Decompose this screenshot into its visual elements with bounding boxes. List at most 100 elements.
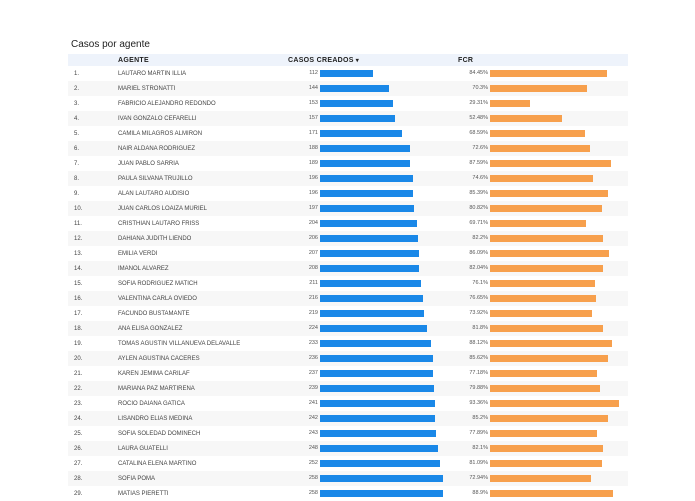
- row-agente: VALENTINA CARLA OVIEDO: [118, 291, 288, 306]
- table-row[interactable]: 10. JUAN CARLOS LOAIZA MURIEL 197 80.82%: [68, 201, 628, 216]
- agente-name: PAULA SILVANA TRUJILLO: [118, 176, 193, 182]
- table-row[interactable]: 8. PAULA SILVANA TRUJILLO 196 74.6%: [68, 171, 628, 186]
- table-row[interactable]: 9. ALAN LAUTARO AUDISIO 196 85.39%: [68, 186, 628, 201]
- agente-name: SOFIA RODRIGUEZ MATICH: [118, 281, 198, 287]
- casos-label: 224: [308, 325, 318, 331]
- row-index: 7.: [68, 156, 118, 171]
- row-casos: 233: [288, 336, 458, 351]
- fcr-bar: [490, 325, 603, 332]
- fcr-label: 85.39%: [469, 190, 488, 196]
- table-row[interactable]: 16. VALENTINA CARLA OVIEDO 216 76.65%: [68, 291, 628, 306]
- agente-name: FACUNDO BUSTAMANTE: [118, 311, 190, 317]
- row-casos: 157: [288, 111, 458, 126]
- casos-label: 258: [308, 490, 318, 496]
- row-index-text: 7.: [74, 161, 80, 167]
- table-row[interactable]: 21. KAREN JEMIMA CARILAF 237 77.18%: [68, 366, 628, 381]
- table-row[interactable]: 14. IMANOL ALVAREZ 208 82.04%: [68, 261, 628, 276]
- agente-name: TOMAS AGUSTIN VILLANUEVA DELAVALLE: [118, 341, 241, 347]
- row-casos: 208: [288, 261, 458, 276]
- sort-descending-icon[interactable]: ▾: [355, 57, 360, 64]
- table-row[interactable]: 13. EMILIA VERDI 207 86.09%: [68, 246, 628, 261]
- row-index-text: 15.: [74, 281, 83, 287]
- row-fcr: 81.8%: [458, 321, 628, 336]
- table-row[interactable]: 28. SOFIA POMA 258 72.94%: [68, 471, 628, 486]
- casos-bar: [320, 385, 434, 392]
- row-agente: ALAN LAUTARO AUDISIO: [118, 186, 288, 201]
- casos-label: 208: [308, 265, 318, 271]
- table-row[interactable]: 19. TOMAS AGUSTIN VILLANUEVA DELAVALLE 233…: [68, 336, 628, 351]
- row-index-text: 6.: [74, 146, 80, 152]
- fcr-label: 87.59%: [469, 160, 488, 166]
- row-index: 15.: [68, 276, 118, 291]
- row-fcr: 70.3%: [458, 81, 628, 96]
- table-row[interactable]: 7. JUAN PABLO SARRIA 189 87.59%: [68, 156, 628, 171]
- table-body: 1. LAUTARO MARTIN ILLIA 112 84.45% 2. MARIEL …: [68, 66, 628, 501]
- row-index: 9.: [68, 186, 118, 201]
- row-agente: SOFIA SOLEDAD DOMINECH: [118, 426, 288, 441]
- row-agente: CAMILA MILAGROS ALMIRON: [118, 126, 288, 141]
- casos-label: 153: [308, 100, 318, 106]
- agente-name: AYLEN AGUSTINA CACERES: [118, 356, 200, 362]
- fcr-label: 73.92%: [469, 310, 488, 316]
- row-index: 10.: [68, 201, 118, 216]
- row-casos: 237: [288, 366, 458, 381]
- row-fcr: 84.45%: [458, 66, 628, 81]
- table-row[interactable]: 3. FABRICIO ALEJANDRO REDONDO 153 29.31%: [68, 96, 628, 111]
- fcr-label: 72.6%: [472, 145, 488, 151]
- agente-name: NAIR ALDANA RODRIGUEZ: [118, 146, 196, 152]
- row-casos: 219: [288, 306, 458, 321]
- agente-name: MATIAS PIERETTI: [118, 491, 169, 497]
- table-row[interactable]: 24. LISANDRO ELIAS MEDINA 242 85.2%: [68, 411, 628, 426]
- agente-name: KAREN JEMIMA CARILAF: [118, 371, 190, 377]
- fcr-label: 82.2%: [472, 235, 488, 241]
- table-row[interactable]: 15. SOFIA RODRIGUEZ MATICH 211 76.1%: [68, 276, 628, 291]
- casos-label: 236: [308, 355, 318, 361]
- table-row[interactable]: 11. CRISTHIAN LAUTARO FRISS 204 69.71%: [68, 216, 628, 231]
- table-row[interactable]: 23. ROCIO DAIANA GATICA 241 93.36%: [68, 396, 628, 411]
- fcr-bar: [490, 265, 604, 272]
- casos-label: 171: [308, 130, 318, 136]
- row-fcr: 82.1%: [458, 441, 628, 456]
- casos-label: 112: [309, 70, 318, 76]
- casos-label: 196: [308, 175, 318, 181]
- row-index-text: 8.: [74, 176, 80, 182]
- table-row[interactable]: 25. SOFIA SOLEDAD DOMINECH 243 77.89%: [68, 426, 628, 441]
- fcr-bar: [490, 115, 563, 122]
- row-fcr: 88.9%: [458, 486, 628, 501]
- table-row[interactable]: 22. MARIANA PAZ MARTIRENA 239 79.88%: [68, 381, 628, 396]
- row-agente: IVAN GONZALO CEFARELLI: [118, 111, 288, 126]
- header-casos[interactable]: CASOS CREADOS ▾: [288, 54, 458, 66]
- agents-table: AGENTE CASOS CREADOS ▾ FCR 1. LAUTARO MART…: [68, 54, 628, 501]
- agente-name: ANA ELISA GONZALEZ: [118, 326, 183, 332]
- table-row[interactable]: 4. IVAN GONZALO CEFARELLI 157 52.48%: [68, 111, 628, 126]
- fcr-label: 29.31%: [469, 100, 488, 106]
- fcr-label: 76.65%: [469, 295, 488, 301]
- table-row[interactable]: 6. NAIR ALDANA RODRIGUEZ 188 72.6%: [68, 141, 628, 156]
- header-fcr[interactable]: FCR: [458, 54, 628, 66]
- row-index-text: 27.: [74, 461, 83, 467]
- row-fcr: 82.2%: [458, 231, 628, 246]
- fcr-label: 85.2%: [472, 415, 488, 421]
- table-row[interactable]: 27. CATALINA ELENA MARTINO 252 81.09%: [68, 456, 628, 471]
- row-fcr: 86.09%: [458, 246, 628, 261]
- table-row[interactable]: 17. FACUNDO BUSTAMANTE 219 73.92%: [68, 306, 628, 321]
- table-row[interactable]: 5. CAMILA MILAGROS ALMIRON 171 68.59%: [68, 126, 628, 141]
- casos-bar: [320, 460, 441, 467]
- table-row[interactable]: 1. LAUTARO MARTIN ILLIA 112 84.45%: [68, 66, 628, 81]
- table-row[interactable]: 20. AYLEN AGUSTINA CACERES 236 85.62%: [68, 351, 628, 366]
- casos-bar: [320, 115, 395, 122]
- casos-label: 237: [308, 370, 318, 376]
- row-agente: JUAN CARLOS LOAIZA MURIEL: [118, 201, 288, 216]
- table-row[interactable]: 12. DAHIANA JUDITH LIENDO 206 82.2%: [68, 231, 628, 246]
- agente-name: FABRICIO ALEJANDRO REDONDO: [118, 101, 216, 107]
- table-row[interactable]: 26. LAURA GUATELLI 248 82.1%: [68, 441, 628, 456]
- header-agente[interactable]: AGENTE: [118, 54, 288, 66]
- row-index: 16.: [68, 291, 118, 306]
- table-row[interactable]: 18. ANA ELISA GONZALEZ 224 81.8%: [68, 321, 628, 336]
- row-agente: PAULA SILVANA TRUJILLO: [118, 171, 288, 186]
- table-row[interactable]: 29. MATIAS PIERETTI 258 88.9%: [68, 486, 628, 501]
- row-fcr: 79.88%: [458, 381, 628, 396]
- row-index: 11.: [68, 216, 118, 231]
- table-row[interactable]: 2. MARIEL STRONATTI 144 70.3%: [68, 81, 628, 96]
- fcr-bar: [490, 400, 619, 407]
